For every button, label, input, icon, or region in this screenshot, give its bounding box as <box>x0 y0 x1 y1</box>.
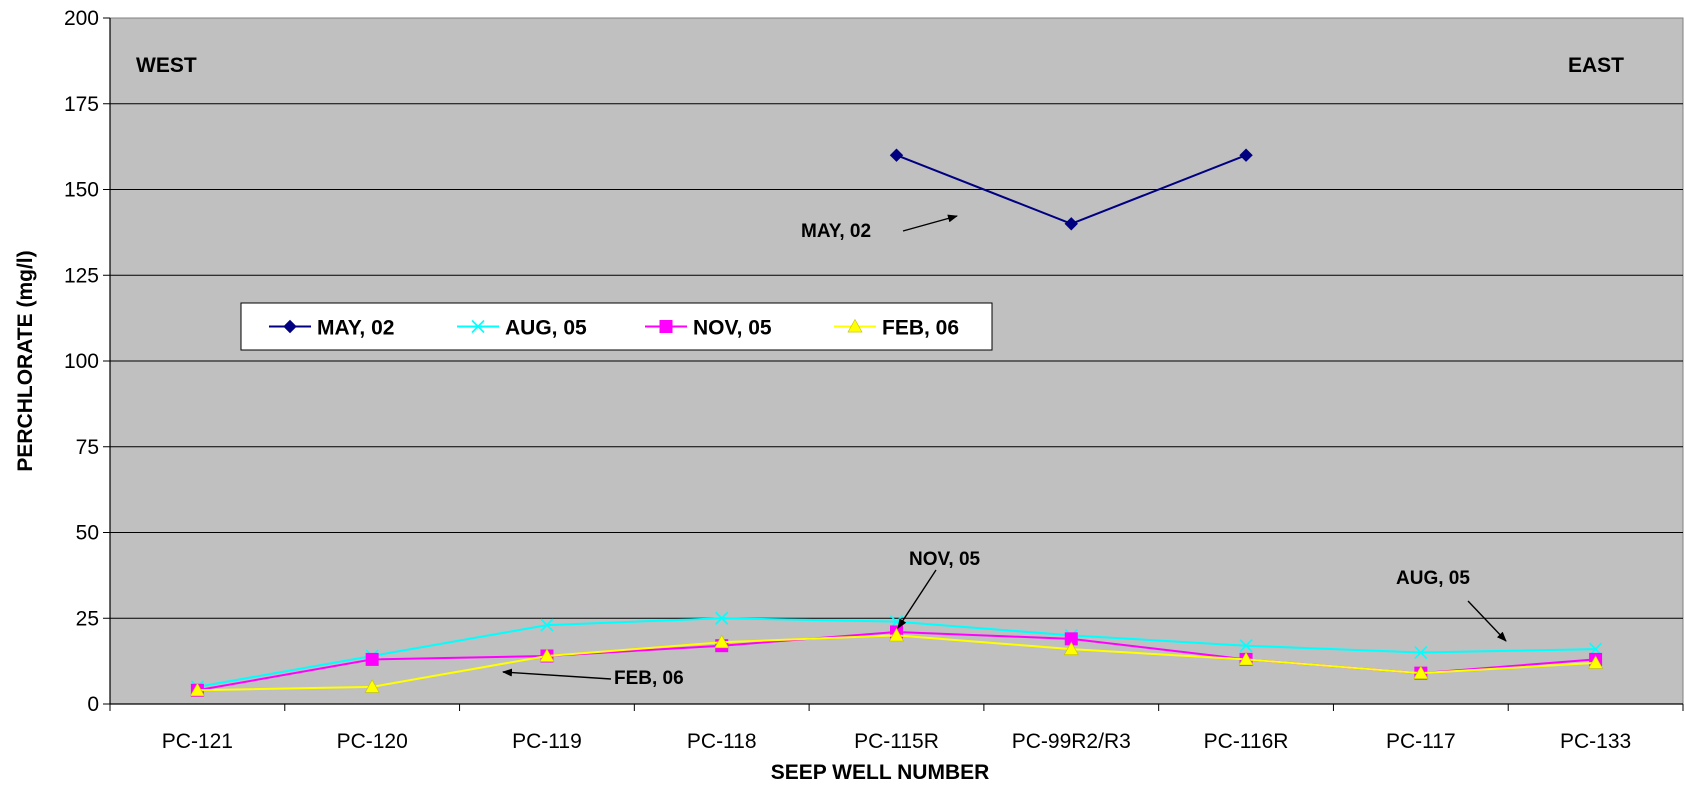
x-tick-label: PC-118 <box>687 730 757 753</box>
point-marker <box>540 618 554 632</box>
gridlines <box>110 103 1683 619</box>
x-tick-label: PC-99R2/R3 <box>1012 730 1131 753</box>
x-tick-label: PC-121 <box>162 730 233 753</box>
point-marker <box>888 627 905 642</box>
legend-item-may-02: MAY, 02 <box>269 317 394 340</box>
y-tick-label: 150 <box>64 179 99 202</box>
legend-label: MAY, 02 <box>317 317 394 340</box>
y-tick-label: 200 <box>64 7 99 30</box>
point-marker <box>1064 217 1078 231</box>
point-marker <box>189 682 205 697</box>
y-axis-ticks: 0 25 50 75 100 125 150 175 200 <box>64 7 110 716</box>
point-marker <box>364 679 380 693</box>
x-tick-label: PC-116R <box>1204 730 1289 753</box>
series-feb-06 <box>189 627 1604 697</box>
point-marker <box>1414 645 1428 660</box>
point-marker <box>283 319 297 334</box>
arrow-nov05 <box>897 569 937 629</box>
legend-item-aug-05: AUG, 05 <box>457 317 587 340</box>
x-tick-label: PC-133 <box>1560 730 1631 753</box>
point-marker <box>1239 148 1253 162</box>
annotation-nov05: NOV, 05 <box>909 549 981 570</box>
arrow-feb06 <box>502 668 612 680</box>
annotation-arrows <box>502 214 1507 680</box>
arrow-may02 <box>902 214 958 232</box>
y-tick-label: 25 <box>76 607 99 630</box>
point-marker <box>1413 665 1429 680</box>
y-tick-label: 125 <box>64 264 99 287</box>
legend: MAY, 02 AUG, 05 NOV, 05 FEB, 06 <box>240 302 993 351</box>
series-layer <box>189 148 1604 697</box>
point-marker <box>539 648 555 662</box>
point-marker <box>715 611 729 625</box>
y-axis-title: PERCHLORATE (mg/l) <box>14 250 37 471</box>
y-tick-label: 0 <box>87 693 99 716</box>
y-tick-label: 100 <box>64 350 99 373</box>
legend-label: AUG, 05 <box>505 317 587 340</box>
legend-label: NOV, 05 <box>693 317 772 340</box>
point-marker <box>1588 655 1604 669</box>
x-tick-label: PC-119 <box>512 730 582 753</box>
x-tick-label: PC-115R <box>854 730 939 753</box>
y-tick-label: 175 <box>64 93 99 116</box>
point-marker <box>1063 641 1079 656</box>
y-tick-label: 50 <box>76 522 99 545</box>
annotation-feb06: FEB, 06 <box>614 668 684 689</box>
x-tick-label: PC-120 <box>337 730 408 753</box>
point-marker <box>714 634 730 649</box>
annotation-aug05: AUG, 05 <box>1396 568 1470 589</box>
point-marker <box>847 318 863 333</box>
annotation-may02: MAY, 02 <box>801 221 871 242</box>
point-marker <box>659 320 673 333</box>
arrow-aug05 <box>1467 600 1507 642</box>
series-may-02 <box>889 148 1253 231</box>
point-marker <box>471 319 485 334</box>
point-marker <box>1239 639 1253 653</box>
point-marker <box>1238 651 1254 666</box>
x-tick-label: PC-117 <box>1386 730 1456 753</box>
legend-item-feb-06: FEB, 06 <box>834 317 959 340</box>
x-axis-ticks: PC-121 PC-120 PC-119 PC-118 PC-115R PC-99R2/R… <box>109 704 1684 753</box>
point-marker <box>889 148 904 162</box>
legend-label: FEB, 06 <box>882 317 959 340</box>
annotation-east: EAST <box>1568 54 1624 77</box>
y-tick-label: 75 <box>76 436 99 459</box>
annotation-west: WEST <box>136 54 197 77</box>
x-axis-title: SEEP WELL NUMBER <box>771 761 990 784</box>
point-marker <box>365 652 379 666</box>
legend-item-nov-05: NOV, 05 <box>645 317 772 340</box>
